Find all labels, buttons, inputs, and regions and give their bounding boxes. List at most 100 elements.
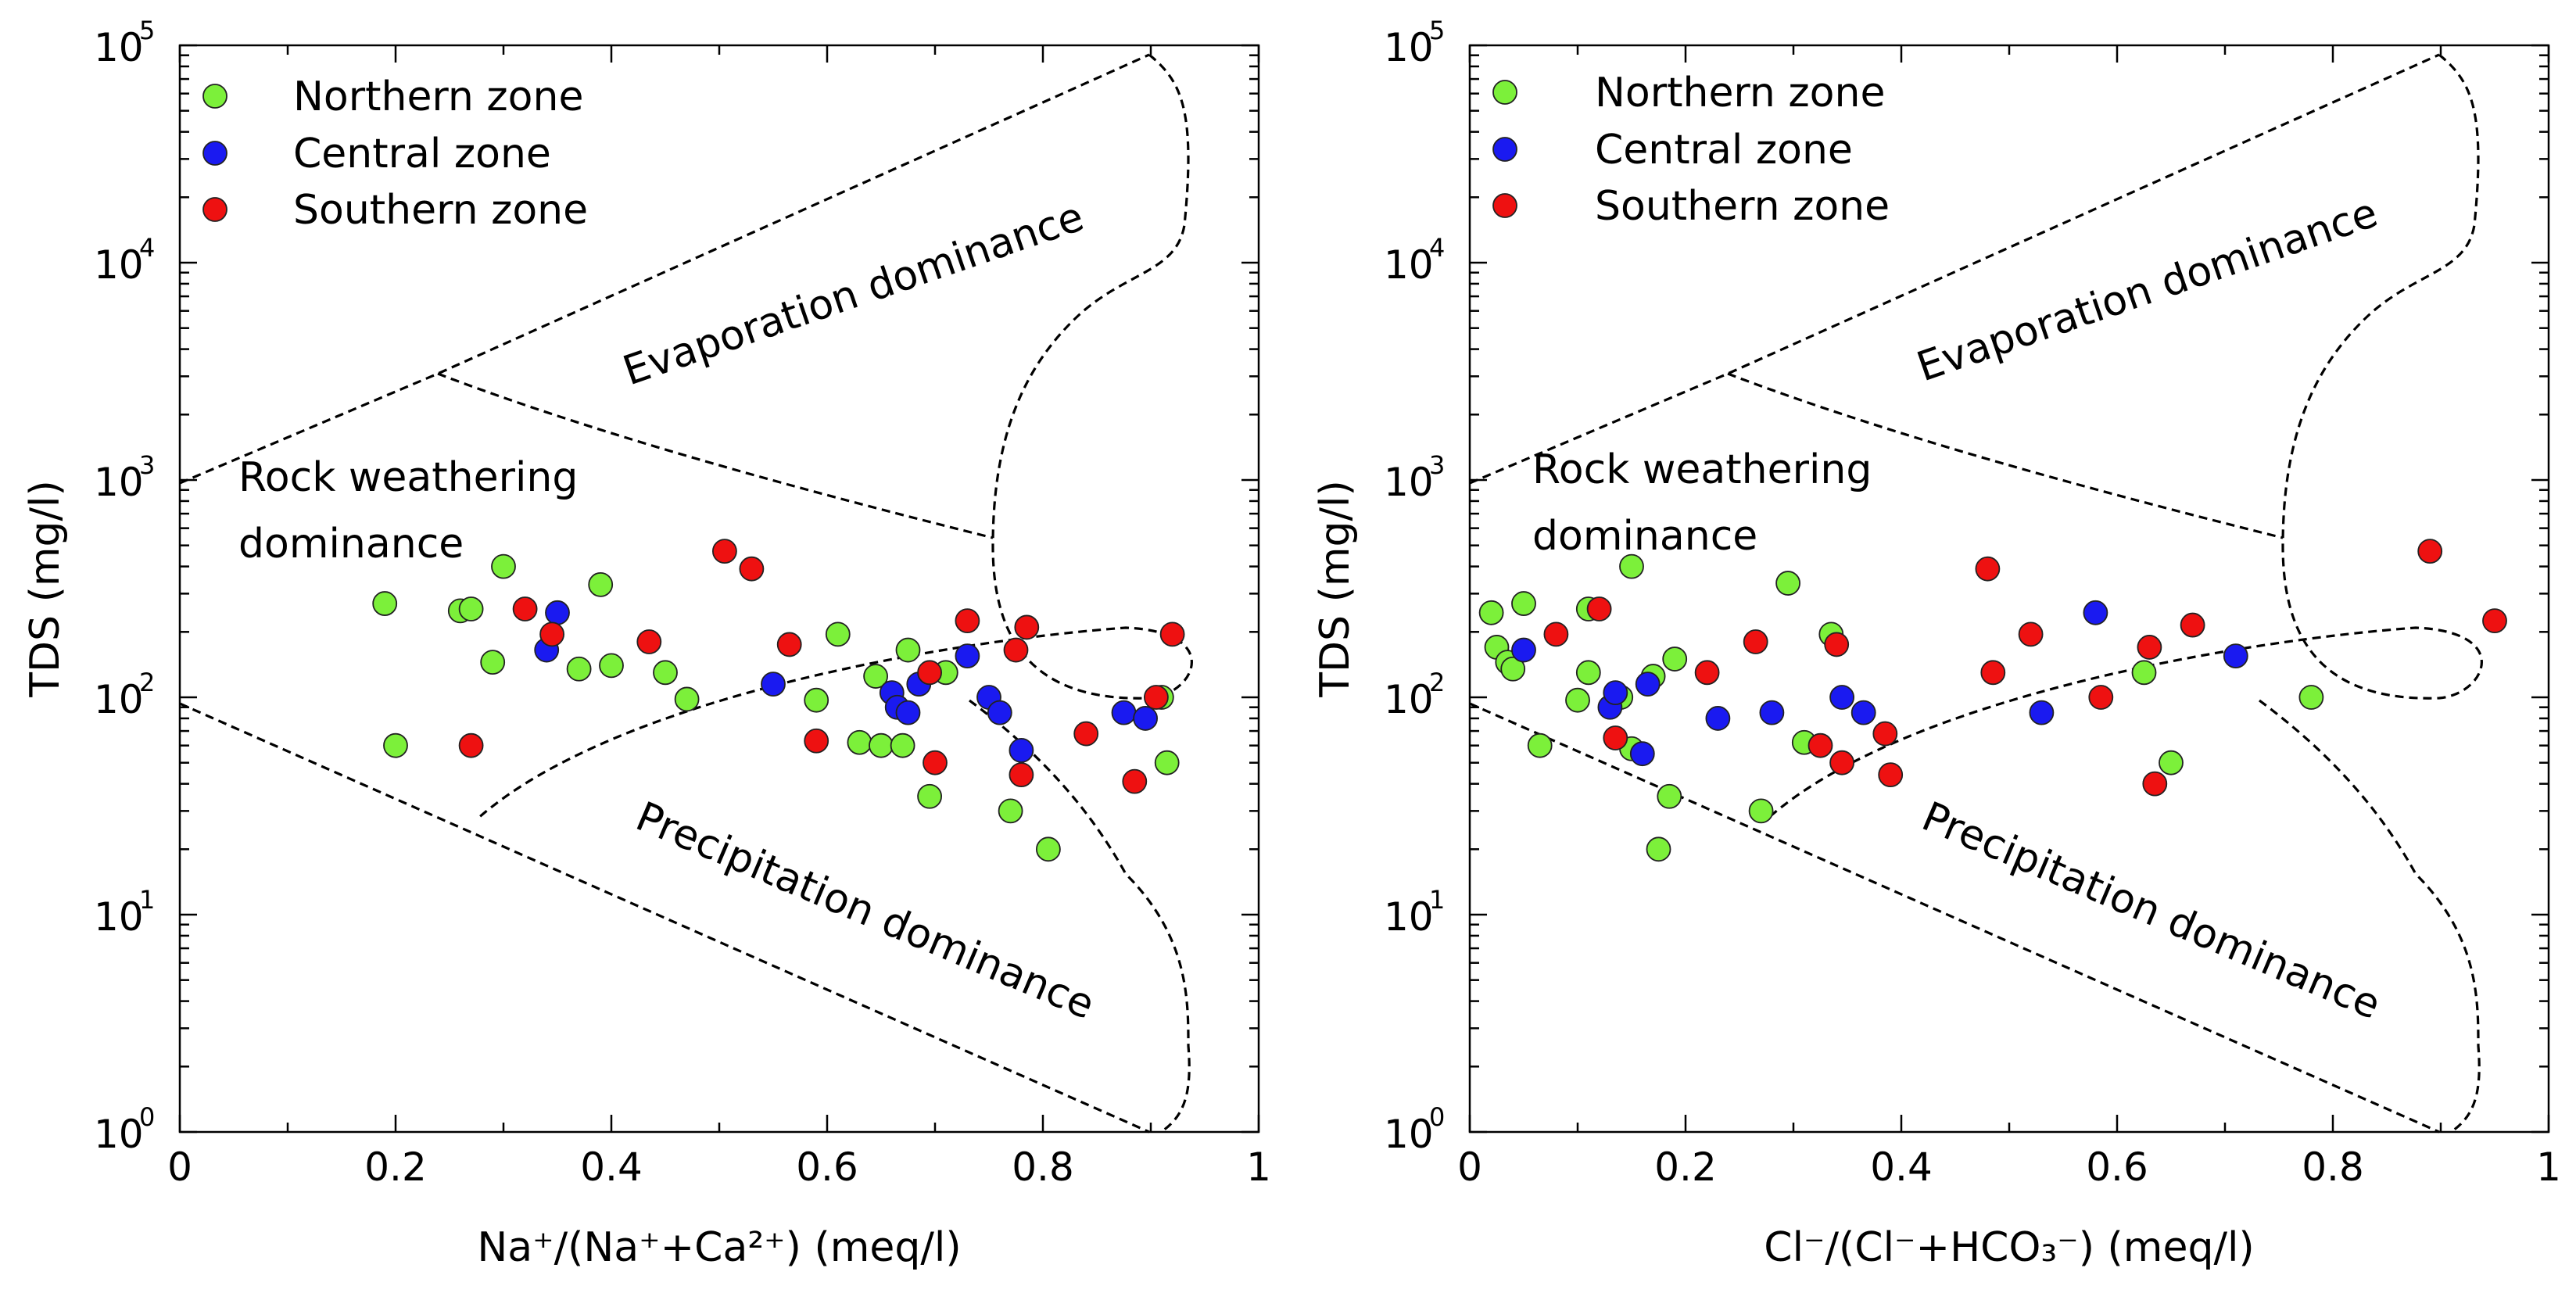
point-northern-zone [895,637,921,663]
point-southern-zone [2018,621,2044,647]
y-tick-exponent: 1 [1429,885,1445,915]
x-tick-label: 0.4 [580,1144,643,1190]
y-tick-exponent: 0 [139,1102,155,1132]
point-southern-zone [1824,632,1850,657]
point-northern-zone [1500,656,1526,682]
point-southern-zone [539,621,565,647]
point-southern-zone [636,629,662,654]
point-central-zone [895,700,921,725]
y-tick-exponent: 5 [1429,16,1445,45]
legend-marker-central [202,141,228,166]
y-tick-exponent: 5 [139,16,155,45]
y-tick-label: 10 [1384,1112,1434,1157]
point-northern-zone [372,591,398,616]
point-southern-zone [2137,635,2162,660]
gibbs-envelope [1469,53,2483,1134]
x-tick-labels: 0 0.2 0.4 0.6 0.8 1 [1457,1144,2561,1190]
y-tick-exponent: 4 [139,233,155,263]
y-axis-title: TDS (mg/l) [22,480,69,698]
point-central-zone [955,643,980,668]
point-southern-zone [1586,596,1612,621]
point-northern-zone [1775,571,1801,596]
point-northern-zone [1036,836,1061,862]
point-southern-zone [1872,721,1898,747]
point-central-zone [761,672,786,697]
point-southern-zone [1122,768,1148,794]
point-southern-zone [917,660,942,686]
precipitation-boundary-line [1469,702,2440,1134]
x-tick-label: 0.2 [1654,1144,1717,1190]
point-southern-zone [1975,556,2001,582]
precipitation-boundary-line [179,702,1150,1134]
point-southern-zone [458,732,484,758]
point-southern-zone [923,750,948,775]
point-northern-zone [825,621,851,647]
y-tick-exponent: 4 [1429,233,1445,263]
point-central-zone [1603,680,1628,706]
y-tick-label: 10 [1384,25,1434,70]
data-points [372,539,1185,862]
y-tick-exponent: 1 [139,885,155,915]
point-northern-zone [1657,783,1682,809]
point-southern-zone [2142,771,2168,797]
point-northern-zone [1619,553,1644,579]
legend-label-southern: Southern zone [293,187,588,234]
point-southern-zone [1878,762,1904,788]
point-northern-zone [674,686,700,712]
point-southern-zone [712,539,737,564]
point-southern-zone [1543,621,1569,647]
y-tick-exponent: 3 [139,450,155,480]
region-label-rock-weathering-line1: Rock weathering [238,454,578,501]
y-tick-exponent: 2 [139,668,155,697]
x-tick-label: 0.6 [2086,1144,2148,1190]
point-northern-zone [1575,660,1601,686]
x-tick-label: 0 [167,1144,192,1190]
region-label-rock-weathering-line2: dominance [238,521,464,568]
legend-marker-southern [1492,193,1517,218]
point-central-zone [2029,700,2055,725]
legend: Northern zone Central zone Southern zone [202,73,588,234]
gibbs-envelope [179,53,1193,1134]
x-tick-label: 1 [2536,1144,2561,1190]
legend: Northern zone Central zone Southern zone [1492,70,1890,230]
y-tick-exponent: 3 [1429,450,1445,480]
y-tick-label: 10 [94,25,144,70]
point-southern-zone [739,556,765,582]
x-tick-label: 0.6 [796,1144,858,1190]
legend-marker-northern [202,84,228,109]
region-label-rock-weathering-line1: Rock weathering [1532,446,1872,493]
point-southern-zone [1743,629,1768,654]
point-northern-zone [869,732,894,758]
point-southern-zone [2088,685,2114,710]
legend-label-southern: Southern zone [1595,183,1890,230]
point-central-zone [1111,700,1137,725]
point-southern-zone [1003,637,1029,663]
y-tick-label: 10 [94,894,144,940]
point-northern-zone [1511,591,1536,616]
point-northern-zone [2298,685,2324,710]
point-southern-zone [955,608,980,633]
point-northern-zone [1646,836,1671,862]
x-tick-label: 0 [1457,1144,1482,1190]
y-tick-label: 10 [94,1112,144,1157]
x-tick-label: 0.4 [1870,1144,1933,1190]
point-northern-zone [1478,600,1504,625]
point-southern-zone [512,596,538,621]
point-northern-zone [480,650,506,675]
y-tick-label: 10 [1384,242,1434,288]
point-northern-zone [847,729,872,755]
point-northern-zone [588,571,614,597]
point-southern-zone [1073,721,1099,747]
point-central-zone [1635,672,1661,697]
point-southern-zone [1980,660,2006,686]
y-tick-label: 10 [94,242,144,288]
legend-label-central: Central zone [1595,127,1853,174]
point-northern-zone [1565,687,1590,713]
envelope-lower-curve [969,699,1191,1134]
point-central-zone [1759,700,1785,725]
point-southern-zone [1144,685,1169,710]
point-central-zone [2083,600,2108,625]
point-northern-zone [917,783,942,809]
